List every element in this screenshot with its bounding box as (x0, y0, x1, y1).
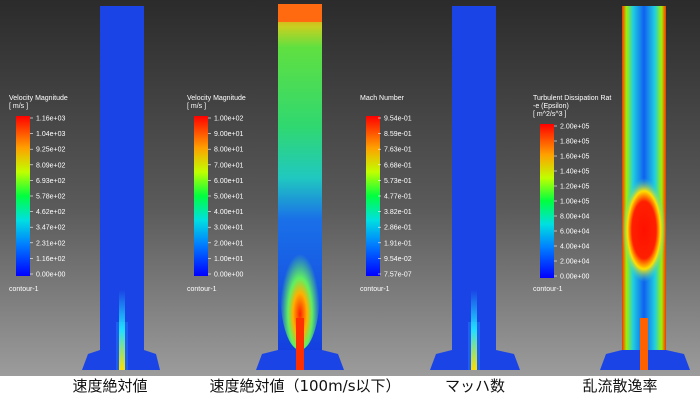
legend-panel-3: Mach Number 9.54e-01 8.59e-01 7.63e-01 6.68… (360, 95, 412, 293)
colorbar-ticks: 1.16e+03 1.04e+03 9.25e+02 8.09e+02 6.93e+02… (30, 116, 65, 279)
colorbar-tick-label: 1.40e+05 (560, 169, 589, 176)
caption-panel-3: マッハ数 (444, 377, 505, 395)
caption-panel-4: 乱流散逸率 (582, 377, 658, 395)
colorbar-tick-label: 0.00e+00 (560, 274, 589, 281)
colorbar-tick-label: 1.60e+05 (560, 154, 589, 161)
colorbar-tick-label: 1.91e-01 (384, 240, 412, 247)
colorbar (16, 116, 30, 276)
colorbar-tick-label: 9.54e-01 (384, 116, 412, 123)
legend-unit: [ m/s ] (9, 103, 28, 110)
colorbar-tick-label: 2.31e+02 (36, 240, 65, 247)
colorbar-tick-label: 1.00e+05 (560, 199, 589, 206)
colorbar-tick-label: 3.00e+01 (214, 225, 243, 232)
panel-4-geometry (600, 6, 690, 370)
colorbar-tick-label: 8.09e+02 (36, 162, 65, 169)
colorbar-tick-label: 2.00e+01 (214, 240, 243, 247)
colorbar-tick-label: 1.80e+05 (560, 139, 589, 146)
legend-panel-2: Velocity Magnitude [ m/s ] 1.00e+02 9.00e… (187, 95, 246, 293)
colorbar-tick-label: 5.78e+02 (36, 194, 65, 201)
legend-footer: contour-1 (9, 286, 39, 293)
colorbar-tick-label: 2.00e+04 (560, 259, 589, 266)
legend-title-line: Turbulent Dissipation Rat (533, 95, 611, 102)
colorbar-tick-label: 7.63e-01 (384, 147, 412, 154)
colorbar-tick-label: 1.00e+01 (214, 256, 243, 263)
colorbar-ticks: 9.54e-01 8.59e-01 7.63e-01 6.68e-01 5.73e-01… (378, 116, 412, 279)
colorbar-tick-label: 1.20e+05 (560, 184, 589, 191)
legend-unit: [ m^2/s^3 ] (533, 111, 566, 118)
colorbar-tick-label: 4.00e+04 (560, 244, 589, 251)
panel-2-geometry (256, 4, 344, 370)
colorbar-ticks: 1.00e+02 9.00e+01 8.00e+01 7.00e+01 6.00e+01… (208, 116, 243, 279)
legend-footer: contour-1 (187, 286, 217, 293)
panel-3-geometry (430, 6, 520, 370)
colorbar (366, 116, 380, 276)
colorbar-tick-label: 1.16e+03 (36, 116, 65, 123)
colorbar-tick-label: 7.57e-07 (384, 272, 412, 279)
legend-panel-4: Turbulent Dissipation Rat -e (Epsilon) [… (533, 95, 611, 293)
colorbar-ticks: 2.00e+05 1.80e+05 1.60e+05 1.40e+05 1.20e+05… (554, 124, 589, 281)
caption-panel-2: 速度絶対値（100m/s以下） (209, 377, 401, 395)
colorbar-tick-label: 8.59e-01 (384, 131, 412, 138)
colorbar-tick-label: 6.00e+01 (214, 178, 243, 185)
legend-panel-1: Velocity Magnitude [ m/s ] 1.16e+03 1.04e… (9, 95, 68, 293)
legend-footer: contour-1 (360, 286, 390, 293)
colorbar-tick-label: 6.93e+02 (36, 178, 65, 185)
colorbar-tick-label: 3.47e+02 (36, 225, 65, 232)
colorbar-tick-label: 9.00e+01 (214, 131, 243, 138)
colorbar-tick-label: 5.73e-01 (384, 178, 412, 185)
colorbar-tick-label: 0.00e+00 (214, 272, 243, 279)
colorbar-tick-label: 8.00e+01 (214, 147, 243, 154)
colorbar-tick-label: 6.68e-01 (384, 162, 412, 169)
colorbar-tick-label: 1.16e+02 (36, 256, 65, 263)
colorbar-tick-label: 4.00e+01 (214, 209, 243, 216)
colorbar-tick-label: 5.00e+01 (214, 194, 243, 201)
colorbar-tick-label: 1.04e+03 (36, 131, 65, 138)
legend-title-line: -e (Epsilon) (533, 103, 569, 110)
colorbar-tick-label: 3.82e-01 (384, 209, 412, 216)
legend-title-line: Velocity Magnitude (9, 95, 68, 102)
colorbar-tick-label: 2.86e-01 (384, 225, 412, 232)
legend-unit: [ m/s ] (187, 103, 206, 110)
colorbar-tick-label: 7.00e+01 (214, 162, 243, 169)
caption-panel-1: 速度絶対値 (72, 377, 148, 395)
colorbar-tick-label: 6.00e+04 (560, 229, 589, 236)
colorbar-tick-label: 0.00e+00 (36, 272, 65, 279)
colorbar-tick-label: 9.54e-02 (384, 256, 412, 263)
colorbar-tick-label: 4.77e-01 (384, 194, 412, 201)
legend-title-line: Mach Number (360, 95, 405, 102)
legend-footer: contour-1 (533, 286, 563, 293)
panel-1-geometry (82, 6, 160, 370)
colorbar-tick-label: 9.25e+02 (36, 147, 65, 154)
colorbar-tick-label: 8.00e+04 (560, 214, 589, 221)
legend-title-line: Velocity Magnitude (187, 95, 246, 102)
colorbar (540, 124, 554, 278)
colorbar-tick-label: 2.00e+05 (560, 124, 589, 131)
colorbar-tick-label: 4.62e+02 (36, 209, 65, 216)
colorbar-tick-label: 1.00e+02 (214, 116, 243, 123)
colorbar (194, 116, 208, 276)
